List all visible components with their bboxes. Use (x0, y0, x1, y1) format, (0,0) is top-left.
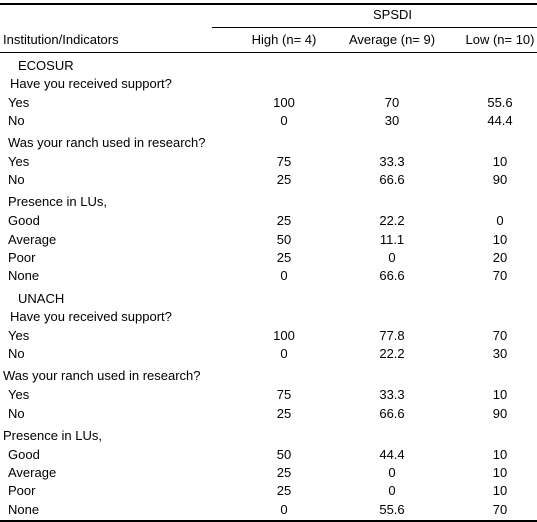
cell-value: 70 (492, 502, 508, 517)
cell-value: 66.6 (379, 406, 405, 421)
cell-value: 44.4 (487, 113, 513, 128)
row-label: No (8, 406, 25, 421)
col-header-high: High (n= 4) (251, 32, 317, 47)
row-label: Yes (8, 154, 30, 169)
cell-value: 66.6 (379, 172, 405, 187)
group-header-rule (212, 27, 537, 28)
table-bottom-rule (0, 520, 537, 522)
cell-value: 25 (276, 406, 292, 421)
row-label: Good (8, 447, 40, 462)
question-presence: Presence in LUs, (3, 428, 102, 443)
cell-value: 10 (492, 447, 508, 462)
row-label: None (8, 502, 40, 517)
cell-value: 90 (492, 406, 508, 421)
cell-value: 90 (492, 172, 508, 187)
question-support: Have you received support? (10, 76, 172, 91)
cell-value: 30 (384, 113, 400, 128)
row-label: Good (8, 213, 40, 228)
row-label: No (8, 113, 25, 128)
group-header: SPSDI (373, 7, 413, 22)
row-label: Poor (8, 250, 36, 265)
institution-ecosur: ECOSUR (18, 58, 74, 73)
row-label: No (8, 172, 25, 187)
cell-value: 33.3 (379, 387, 405, 402)
cell-value: 22.2 (379, 213, 405, 228)
cell-value: 0 (280, 113, 288, 128)
cell-value: 100 (273, 95, 295, 110)
cell-value: 11.1 (379, 232, 405, 247)
cell-value: 0 (280, 268, 288, 283)
cell-value: 70 (384, 95, 400, 110)
row-label: No (8, 346, 25, 361)
cell-value: 0 (280, 346, 288, 361)
cell-value: 66.6 (379, 268, 405, 283)
cell-value: 0 (496, 213, 504, 228)
col-header-average: Average (n= 9) (348, 32, 436, 47)
col-header-low: Low (n= 10) (465, 32, 535, 47)
row-label: Yes (8, 328, 30, 343)
cell-value: 70 (492, 268, 508, 283)
cell-value: 75 (276, 387, 292, 402)
institution-unach: UNACH (18, 291, 65, 306)
cell-value: 25 (276, 483, 292, 498)
cell-value: 44.4 (379, 447, 405, 462)
cell-value: 10 (492, 154, 508, 169)
cell-value: 55.6 (487, 95, 513, 110)
cell-value: 77.8 (379, 328, 405, 343)
cell-value: 20 (492, 250, 508, 265)
cell-value: 22.2 (379, 346, 405, 361)
cell-value: 70 (492, 328, 508, 343)
cell-value: 10 (492, 387, 508, 402)
question-research: Was your ranch used in research? (8, 135, 206, 150)
table-top-rule (0, 3, 537, 5)
question-support: Have you received support? (10, 309, 172, 324)
cell-value: 100 (273, 328, 295, 343)
row-label: Yes (8, 95, 30, 110)
cell-value: 0 (388, 483, 396, 498)
row-label-header: Institution/Indicators (3, 32, 119, 47)
cell-value: 25 (276, 250, 292, 265)
cell-value: 10 (492, 483, 508, 498)
cell-value: 0 (388, 250, 396, 265)
row-label: None (8, 268, 40, 283)
cell-value: 75 (276, 154, 292, 169)
cell-value: 30 (492, 346, 508, 361)
cell-value: 0 (280, 502, 288, 517)
row-label: Average (8, 465, 57, 480)
question-research: Was your ranch used in research? (3, 368, 201, 383)
cell-value: 10 (492, 232, 508, 247)
cell-value: 10 (492, 465, 508, 480)
cell-value: 55.6 (379, 502, 405, 517)
row-label: Poor (8, 483, 36, 498)
cell-value: 50 (276, 232, 292, 247)
cell-value: 25 (276, 172, 292, 187)
cell-value: 25 (276, 465, 292, 480)
header-bottom-rule (0, 52, 537, 53)
row-label: Yes (8, 387, 30, 402)
cell-value: 25 (276, 213, 292, 228)
cell-value: 0 (388, 465, 396, 480)
row-label: Average (8, 232, 57, 247)
cell-value: 33.3 (379, 154, 405, 169)
question-presence: Presence in LUs, (8, 194, 107, 209)
cell-value: 50 (276, 447, 292, 462)
